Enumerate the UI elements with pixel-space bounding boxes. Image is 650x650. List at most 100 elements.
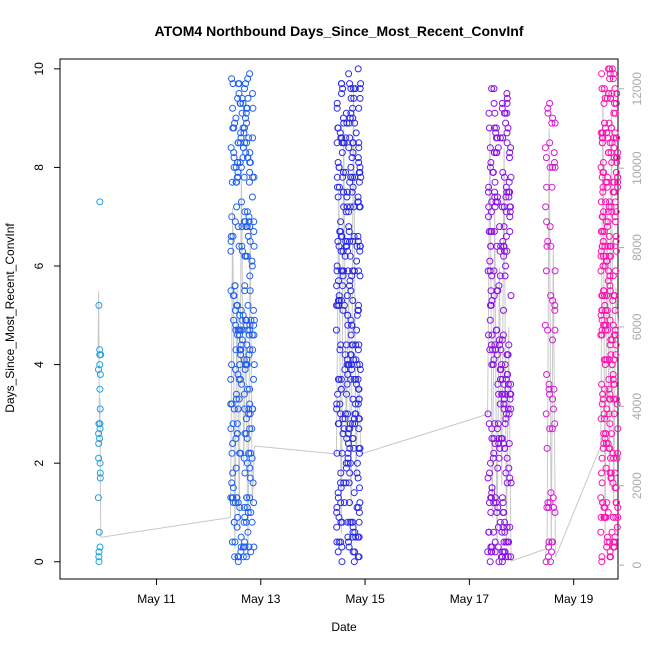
data-point — [543, 444, 551, 452]
series-link-line — [510, 548, 546, 562]
data-point — [352, 410, 360, 418]
data-point — [548, 548, 555, 556]
data-point — [610, 380, 618, 388]
data-point — [237, 341, 245, 349]
data-point — [598, 242, 606, 250]
data-point — [608, 361, 616, 369]
data-point — [229, 469, 237, 477]
data-point — [605, 252, 613, 260]
data-point — [492, 129, 500, 137]
data-point — [346, 237, 354, 245]
data-point — [500, 242, 507, 250]
data-point — [610, 292, 618, 300]
data-point — [228, 361, 236, 369]
data-point — [490, 499, 498, 507]
data-point — [606, 282, 614, 290]
data-point — [506, 213, 514, 221]
data-point — [96, 385, 104, 393]
data-point — [247, 449, 255, 457]
data-point — [352, 533, 360, 541]
data-point — [598, 306, 606, 314]
data-point — [240, 173, 248, 181]
data-point — [96, 425, 104, 433]
data-point — [490, 99, 498, 107]
data-point — [507, 479, 515, 487]
data-point — [544, 109, 552, 117]
data-point — [354, 198, 362, 206]
data-point — [242, 114, 249, 122]
data-point — [486, 267, 494, 275]
data-point — [614, 183, 622, 191]
data-point — [499, 168, 507, 176]
data-point — [245, 213, 253, 221]
data-point — [503, 139, 511, 147]
data-point — [494, 464, 502, 472]
data-point — [334, 548, 342, 556]
data-point — [244, 94, 252, 102]
data-point — [502, 390, 509, 398]
data-point — [347, 163, 355, 171]
data-point — [356, 247, 364, 255]
data-point — [342, 479, 350, 487]
data-point — [347, 331, 355, 339]
data-point — [487, 242, 495, 250]
data-point — [500, 538, 508, 546]
data-point — [95, 454, 103, 462]
data-point — [504, 351, 512, 359]
data-point — [551, 267, 559, 275]
x-tick-label: May 13 — [241, 592, 281, 606]
data-point — [600, 168, 607, 176]
data-point — [488, 435, 496, 442]
data-point — [611, 543, 618, 551]
data-point — [486, 469, 493, 477]
data-point — [599, 213, 607, 221]
data-point — [356, 163, 364, 171]
data-point — [350, 356, 358, 364]
data-point — [234, 80, 242, 88]
data-point — [601, 361, 609, 369]
data-point — [246, 425, 254, 433]
data-point — [611, 198, 619, 206]
data-point — [612, 99, 620, 107]
data-point — [546, 390, 553, 398]
data-point — [502, 262, 509, 270]
data-point — [547, 558, 554, 566]
data-point — [341, 410, 349, 418]
data-point — [229, 484, 237, 492]
data-point — [343, 203, 351, 211]
data-point — [244, 528, 252, 536]
data-point — [234, 513, 242, 521]
data-point — [602, 252, 610, 260]
data-point — [507, 553, 515, 561]
data-point — [612, 237, 620, 245]
data-point — [349, 548, 357, 556]
data-point — [494, 144, 502, 152]
data-point — [96, 351, 104, 359]
data-point — [335, 183, 343, 191]
data-point — [598, 85, 606, 93]
data-point — [96, 198, 104, 206]
data-point — [343, 188, 351, 196]
data-point — [499, 499, 507, 507]
data-point — [243, 385, 251, 393]
y-tick-label: 0 — [32, 558, 46, 565]
data-point — [485, 228, 493, 235]
data-point — [244, 301, 252, 309]
data-point — [602, 198, 610, 206]
data-point — [612, 168, 620, 176]
series-line — [600, 88, 619, 534]
data-point — [237, 543, 245, 551]
data-point — [551, 326, 559, 334]
data-point — [246, 168, 254, 176]
data-point — [228, 213, 236, 221]
data-point — [241, 469, 249, 477]
data-point — [601, 435, 609, 442]
data-point — [496, 444, 504, 452]
data-point — [344, 321, 352, 329]
data-point — [506, 395, 514, 403]
y-tick-label: 2 — [32, 460, 46, 467]
data-point — [612, 395, 620, 403]
series-link-line — [100, 516, 231, 538]
data-point — [336, 400, 344, 408]
